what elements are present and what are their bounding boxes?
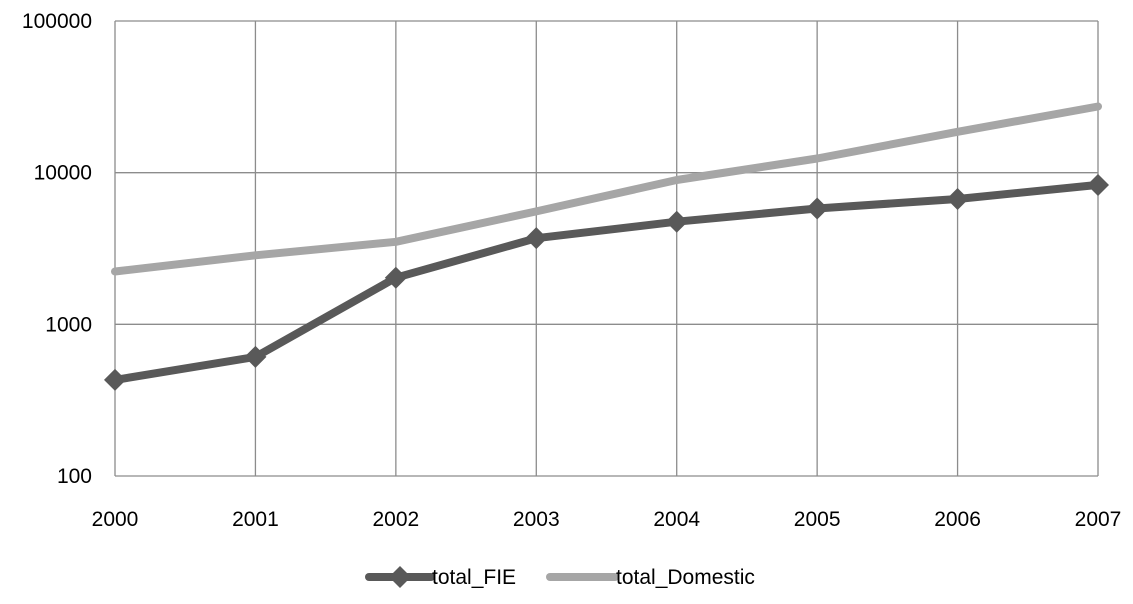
x-tick-label: 2007 <box>1075 508 1122 531</box>
legend-label: total_FIE <box>432 566 516 589</box>
data-point-marker <box>946 188 969 211</box>
x-tick-label: 2006 <box>934 508 981 531</box>
data-point-marker <box>244 345 267 368</box>
x-tick-label: 2004 <box>653 508 700 531</box>
x-tick-label: 2002 <box>372 508 419 531</box>
data-point-marker <box>104 368 126 391</box>
y-tick-label: 1000 <box>45 313 92 336</box>
x-tick-label: 2005 <box>794 508 841 531</box>
data-point-marker <box>806 197 829 220</box>
data-point-marker <box>384 266 407 289</box>
y-tick-label: 100 <box>57 465 92 488</box>
legend: total_FIE total_Domestic <box>365 566 755 589</box>
series-line-total_Domestic <box>111 102 1102 276</box>
x-tick-label: 2001 <box>232 508 279 531</box>
data-point-marker <box>665 210 688 233</box>
x-tick-label: 2003 <box>513 508 560 531</box>
data-point-marker <box>1087 173 1109 196</box>
data-point-marker <box>525 227 548 250</box>
x-axis-tick-labels: 2000 2001 2002 2003 2004 2005 2006 2007 <box>92 508 1122 531</box>
series-line-total_FIE <box>111 180 1102 384</box>
y-tick-label: 100000 <box>22 10 92 33</box>
gridlines <box>114 20 1099 477</box>
y-axis-tick-labels: 100 1000 10000 100000 <box>22 10 92 488</box>
y-tick-label: 10000 <box>34 162 92 185</box>
legend-marker <box>389 566 411 588</box>
x-tick-label: 2000 <box>92 508 139 531</box>
legend-label: total_Domestic <box>616 566 755 589</box>
series-lines <box>104 102 1109 391</box>
